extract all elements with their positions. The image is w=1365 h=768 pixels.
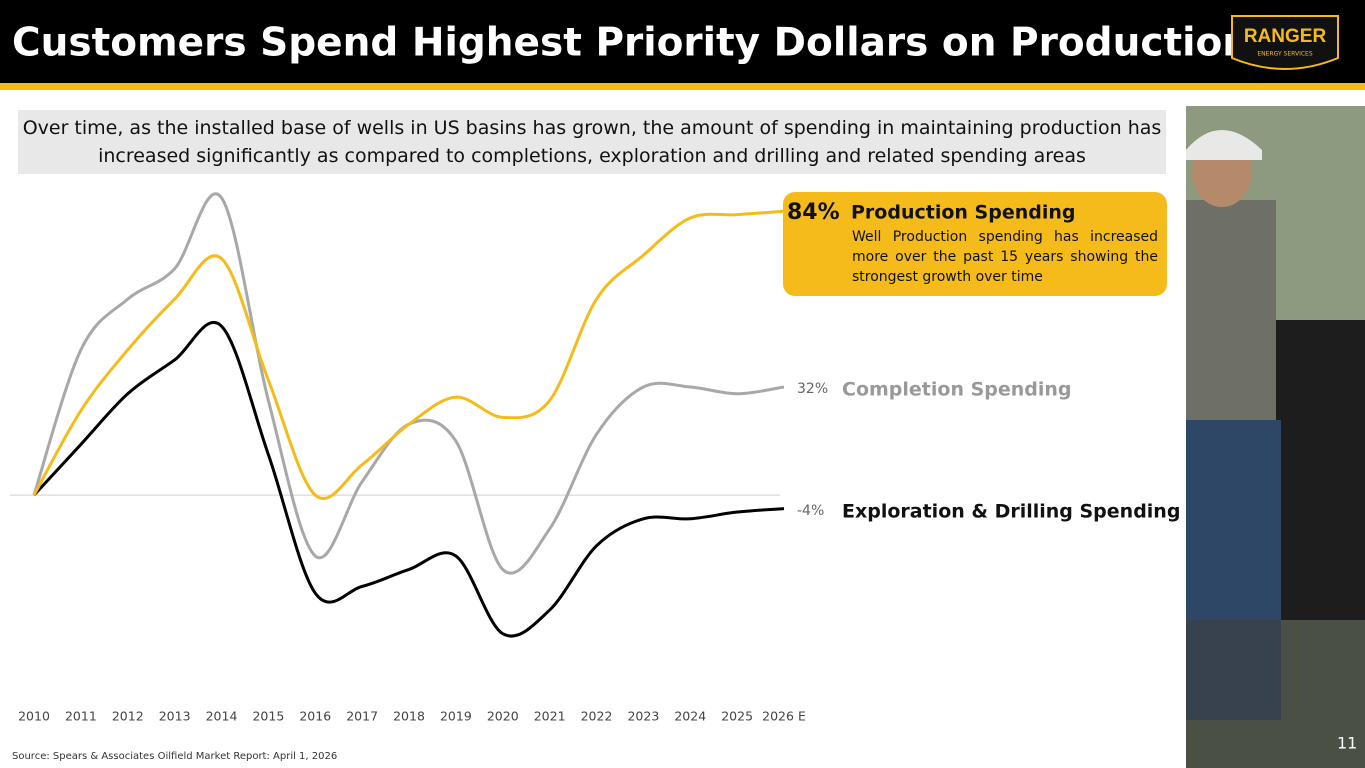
- x-tick-label: 2023: [627, 709, 659, 724]
- x-tick-label: 2015: [252, 709, 284, 724]
- subtitle: Over time, as the installed base of well…: [18, 110, 1166, 174]
- x-tick-label: 2012: [112, 709, 144, 724]
- value-label: -4%: [797, 503, 824, 519]
- legend-label: Production Spending: [851, 202, 1075, 224]
- logo-subtext: ENERGY SERVICES: [1257, 51, 1312, 58]
- x-tick-label: 2025: [721, 709, 753, 724]
- logo: RANGER ENERGY SERVICES: [1231, 15, 1339, 70]
- photo-ground: [1186, 620, 1365, 768]
- logo-text: RANGER: [1244, 26, 1327, 47]
- x-tick-label: 2010: [18, 709, 50, 724]
- logo-shield: [1231, 15, 1339, 70]
- x-tick-label: 2018: [393, 709, 425, 724]
- x-tick-label: 2026 E: [762, 709, 806, 724]
- photo-hardhat: [1186, 130, 1262, 160]
- value-label: 84%: [787, 200, 840, 225]
- series-line: [32, 321, 785, 638]
- source: Source: Spears & Associates Oilfield Mar…: [12, 751, 337, 762]
- page-number: 11: [1337, 734, 1357, 753]
- legend-label: Completion Spending: [842, 379, 1072, 401]
- series-line: [32, 192, 785, 575]
- annotation: Well Production spending has increased m…: [852, 229, 1158, 285]
- x-tick-label: 2022: [581, 709, 613, 724]
- x-tick-label: 2014: [206, 709, 238, 724]
- value-label: 32%: [797, 381, 828, 397]
- series-line: [32, 209, 785, 500]
- x-tick-label: 2024: [674, 709, 706, 724]
- legend-label: Exploration & Drilling Spending: [842, 501, 1180, 523]
- header-stripe: [0, 83, 1365, 90]
- x-tick-label: 2013: [159, 709, 191, 724]
- x-tick-label: 2011: [65, 709, 97, 724]
- x-tick-label: 2021: [534, 709, 566, 724]
- callout-box: [783, 192, 1167, 296]
- chart-title: Customers Spend Highest Priority Dollars…: [12, 21, 1250, 66]
- x-tick-label: 2020: [487, 709, 519, 724]
- photo: [1186, 106, 1365, 768]
- x-tick-label: 2016: [299, 709, 331, 724]
- header-bar: [0, 0, 1365, 83]
- x-tick-label: 2019: [440, 709, 472, 724]
- photo-shirt: [1186, 200, 1276, 430]
- x-tick-label: 2017: [346, 709, 378, 724]
